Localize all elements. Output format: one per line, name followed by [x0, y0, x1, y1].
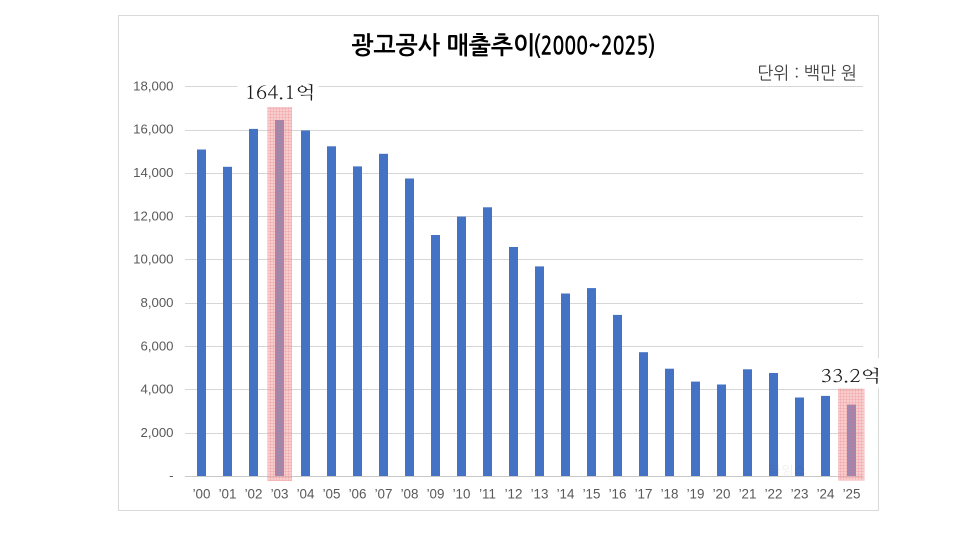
svg-text:-: -: [169, 468, 173, 483]
svg-text:’06: ’06: [349, 486, 367, 501]
svg-text:’13: ’13: [531, 486, 549, 501]
svg-text:’17: ’17: [635, 486, 653, 501]
svg-text:’02: ’02: [245, 486, 263, 501]
svg-text:’23: ’23: [791, 486, 809, 501]
svg-text:4,000: 4,000: [140, 382, 173, 397]
svg-text:’24: ’24: [817, 486, 835, 501]
svg-text:’18: ’18: [661, 486, 679, 501]
svg-text:’21: ’21: [739, 486, 757, 501]
svg-text:’15: ’15: [583, 486, 601, 501]
svg-text:2,000: 2,000: [140, 425, 173, 440]
svg-text:16,000: 16,000: [133, 122, 173, 137]
svg-text:’19: ’19: [687, 486, 705, 501]
svg-text:’25: ’25: [843, 486, 861, 501]
svg-text:14,000: 14,000: [133, 165, 173, 180]
svg-text:’00: ’00: [193, 486, 211, 501]
svg-text:12,000: 12,000: [133, 208, 173, 223]
svg-text:18,000: 18,000: [133, 78, 173, 93]
svg-text:’09: ’09: [427, 486, 445, 501]
svg-text:’22: ’22: [765, 486, 783, 501]
svg-text:’04: ’04: [297, 486, 315, 501]
svg-text:10,000: 10,000: [133, 252, 173, 267]
svg-text:6,000: 6,000: [140, 338, 173, 353]
svg-text:8,000: 8,000: [140, 295, 173, 310]
svg-text:’14: ’14: [557, 486, 575, 501]
svg-text:’12: ’12: [505, 486, 523, 501]
svg-text:’16: ’16: [609, 486, 627, 501]
svg-text:’05: ’05: [323, 486, 341, 501]
svg-text:’08: ’08: [401, 486, 419, 501]
svg-text:’11: ’11: [479, 486, 496, 501]
svg-text:’10: ’10: [453, 486, 471, 501]
svg-text:’07: ’07: [375, 486, 393, 501]
svg-text:’20: ’20: [713, 486, 731, 501]
svg-text:’01: ’01: [219, 486, 237, 501]
svg-text:’03: ’03: [271, 486, 289, 501]
